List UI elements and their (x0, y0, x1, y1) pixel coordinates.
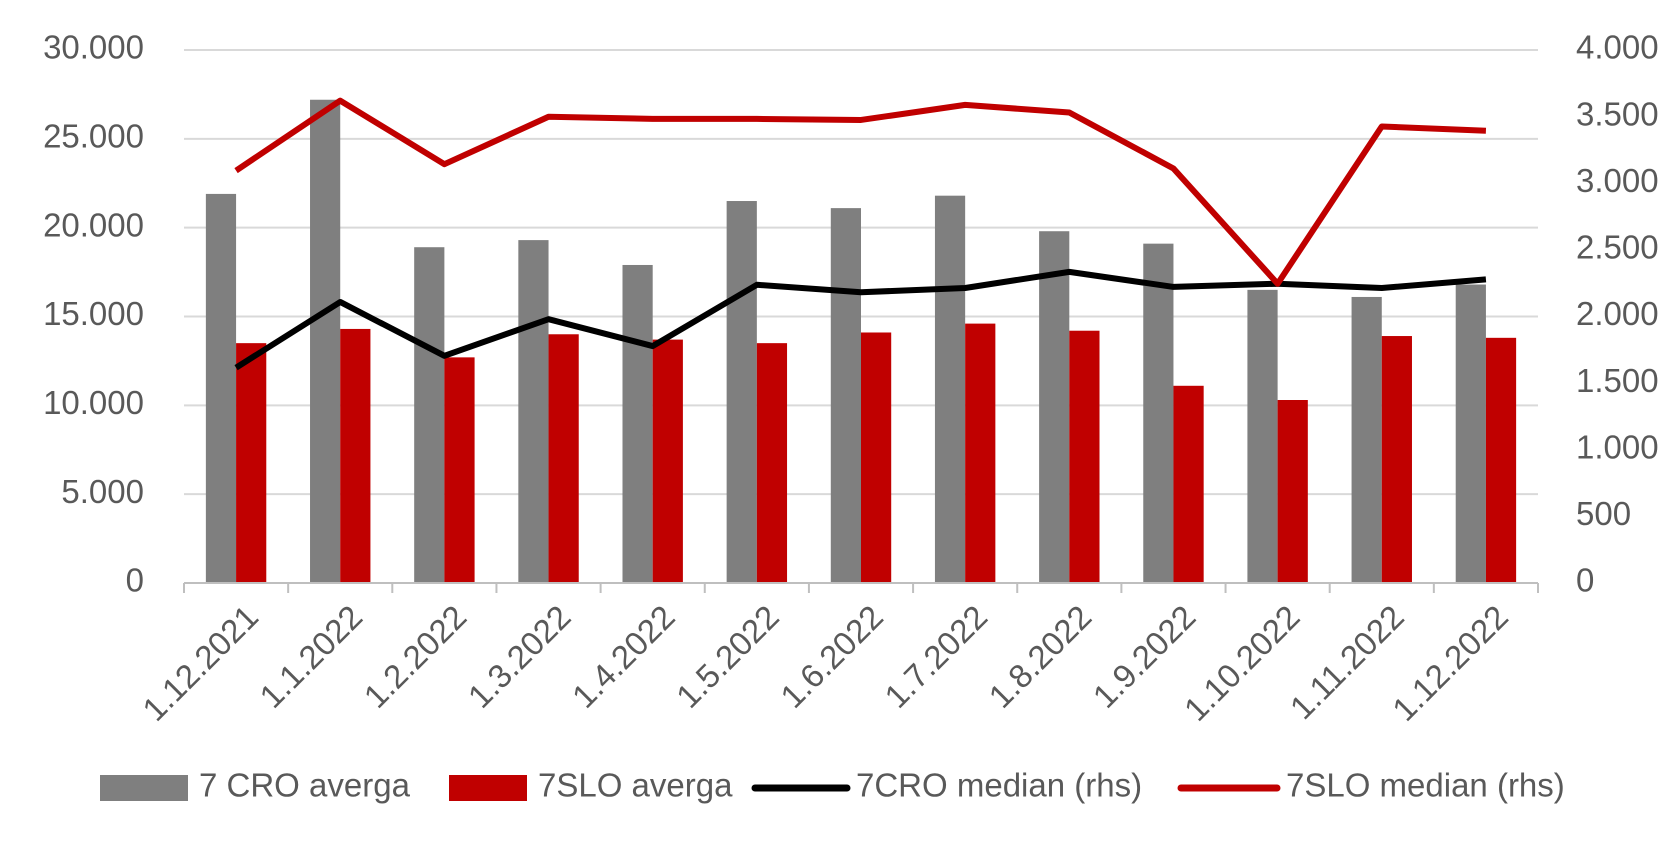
y2-tick-label: 1.000 (1576, 428, 1659, 465)
x-tick-label: 1.8.2022 (981, 598, 1098, 715)
bar (518, 240, 549, 583)
y-tick-label: 10.000 (43, 384, 144, 421)
bar (340, 328, 371, 583)
x-tick-label: 1.7.2022 (877, 598, 994, 715)
bar (236, 343, 267, 583)
y-tick-label: 5.000 (61, 473, 144, 510)
legend-swatch (100, 775, 188, 801)
bar (444, 357, 475, 583)
y-tick-label: 30.000 (43, 29, 144, 66)
x-tick-label: 1.10.2022 (1177, 598, 1307, 728)
x-tick-label: 1.1.2022 (252, 598, 369, 715)
legend-label: 7CRO median (rhs) (856, 767, 1142, 804)
bar (1247, 289, 1278, 583)
bar (622, 264, 653, 583)
bar (1069, 330, 1100, 583)
bar (548, 334, 579, 583)
bar (1039, 231, 1070, 583)
legend-label: 7 CRO averga (199, 767, 411, 804)
bar (1485, 337, 1517, 583)
bar (310, 99, 341, 583)
x-tick-label: 1.2.2022 (356, 598, 473, 715)
legend-swatch (449, 775, 527, 801)
bar (756, 343, 788, 583)
bar (726, 201, 757, 583)
y2-tick-label: 0 (1576, 562, 1594, 599)
line-series (234, 97, 1487, 287)
legend-label: 7SLO median (rhs) (1286, 767, 1565, 804)
y2-tick-label: 2.500 (1576, 229, 1659, 266)
bar (1173, 385, 1204, 583)
y2-tick-label: 4.000 (1576, 29, 1659, 66)
bar (414, 247, 445, 583)
bar (830, 208, 861, 583)
x-tick-label: 1.3.2022 (461, 598, 578, 715)
y2-tick-label: 2.000 (1576, 295, 1659, 332)
y-tick-label: 20.000 (43, 206, 144, 243)
x-tick-label: 1.12.2021 (135, 598, 265, 728)
x-tick-label: 1.12.2022 (1385, 598, 1515, 728)
y-tick-label: 0 (126, 562, 144, 599)
bar (934, 195, 966, 584)
y2-tick-label: 3.000 (1576, 162, 1659, 199)
bar (1381, 336, 1412, 583)
bar (1351, 296, 1382, 583)
bar (965, 323, 996, 583)
bar (861, 332, 892, 583)
bar (1143, 243, 1174, 583)
bar (652, 339, 683, 583)
y2-tick-label: 3.500 (1576, 95, 1659, 132)
legend-label: 7SLO averga (538, 767, 733, 804)
y2-tick-label: 500 (1576, 495, 1631, 532)
x-tick-label: 1.4.2022 (565, 598, 682, 715)
bar (205, 193, 237, 583)
y-tick-label: 25.000 (43, 118, 144, 155)
y2-tick-label: 1.500 (1576, 362, 1659, 399)
bar (1277, 400, 1308, 583)
bar (1455, 284, 1486, 583)
y-tick-label: 15.000 (43, 295, 144, 332)
x-tick-label: 1.5.2022 (669, 598, 786, 715)
x-tick-label: 1.6.2022 (773, 598, 890, 715)
